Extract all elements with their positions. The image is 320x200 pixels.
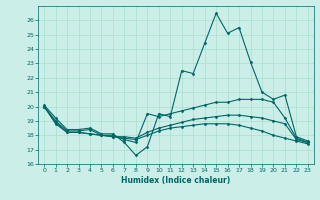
X-axis label: Humidex (Indice chaleur): Humidex (Indice chaleur) [121, 176, 231, 185]
